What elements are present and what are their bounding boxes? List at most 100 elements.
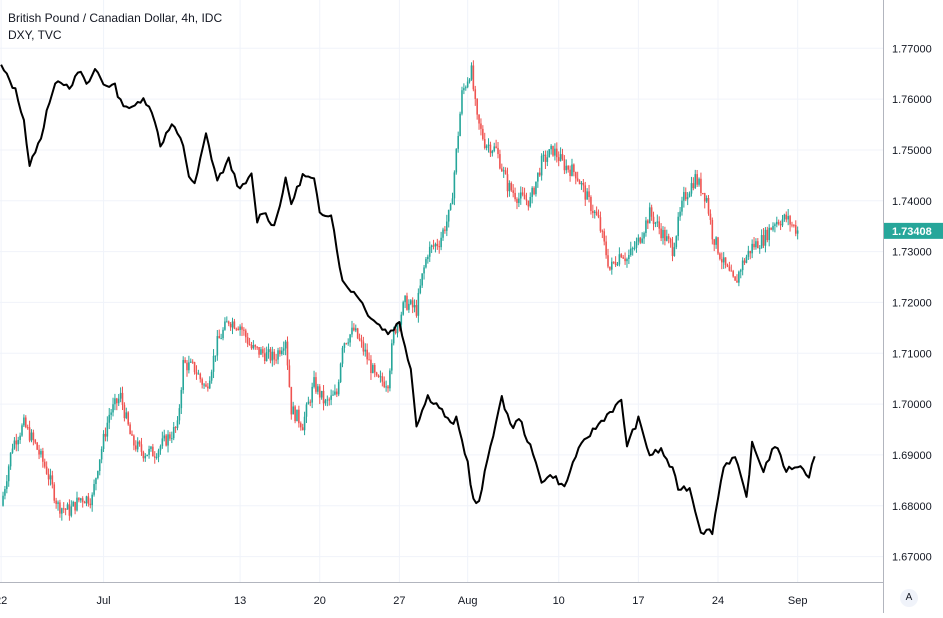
candle-body xyxy=(345,343,348,345)
x-tick-label: Sep xyxy=(788,595,808,607)
candle-body xyxy=(705,197,708,202)
candle-body xyxy=(726,264,729,267)
candle-body xyxy=(631,248,634,250)
candle-body xyxy=(470,65,473,80)
candle-body xyxy=(97,471,99,479)
candle-body xyxy=(755,241,757,248)
candle-body xyxy=(715,237,717,245)
candle-body xyxy=(53,484,56,501)
candle-body xyxy=(13,440,16,449)
candle-body xyxy=(98,459,101,472)
candle-body xyxy=(356,328,359,339)
candle-body xyxy=(28,427,31,441)
candle-body xyxy=(449,204,452,210)
x-tick-label: 20 xyxy=(314,595,326,607)
candle-body xyxy=(38,449,40,455)
candle-body xyxy=(313,377,315,387)
candle-body xyxy=(358,338,361,340)
candle-body xyxy=(711,219,714,240)
candle-body xyxy=(681,200,683,212)
candle-body xyxy=(36,442,38,450)
candle-body xyxy=(423,267,425,274)
candle-body xyxy=(719,253,721,260)
candle-body xyxy=(775,221,778,225)
candle-body xyxy=(243,329,245,331)
candle-body xyxy=(645,220,647,234)
candle-body xyxy=(263,353,266,361)
candle-body xyxy=(789,216,791,225)
candle-body xyxy=(24,417,27,428)
candle-body xyxy=(557,157,560,161)
candle-body xyxy=(61,508,63,514)
candle-body xyxy=(461,90,463,114)
candle-body xyxy=(796,230,799,234)
candle-body xyxy=(186,362,188,371)
candle-body xyxy=(664,229,666,241)
candle-body xyxy=(690,183,693,194)
candle-body xyxy=(241,326,243,330)
candle-body xyxy=(635,241,638,248)
candle-body xyxy=(134,445,137,450)
candle-body xyxy=(362,341,365,352)
candle-body xyxy=(368,359,370,361)
candle-body xyxy=(497,147,499,155)
candle-body xyxy=(679,211,681,217)
candle-body xyxy=(599,217,602,231)
candle-body xyxy=(193,362,196,373)
candle-body xyxy=(95,478,97,485)
candle-body xyxy=(222,329,224,339)
candle-body xyxy=(9,452,12,467)
candle-body xyxy=(658,221,661,229)
candle-body xyxy=(493,146,496,151)
candle-body xyxy=(739,270,742,272)
candle-body xyxy=(201,379,203,385)
candle-body xyxy=(751,243,753,254)
candle-body xyxy=(188,362,190,371)
candle-body xyxy=(203,384,205,386)
candle-body xyxy=(136,441,139,450)
candle-body xyxy=(26,427,29,429)
candle-body xyxy=(629,248,632,255)
candle-body xyxy=(248,344,251,346)
candle-body xyxy=(628,254,630,260)
candle-body xyxy=(482,128,484,140)
candle-body xyxy=(224,321,226,330)
candle-body xyxy=(150,446,152,449)
candle-body xyxy=(785,214,788,220)
candle-body xyxy=(406,295,408,310)
candle-body xyxy=(527,200,530,207)
candle-body xyxy=(157,450,160,457)
candle-body xyxy=(487,144,490,146)
candle-body xyxy=(504,170,507,175)
candle-body xyxy=(207,386,209,389)
candle-body xyxy=(760,235,763,249)
x-tick-label: 10 xyxy=(553,595,565,607)
auto-scale-button[interactable]: A xyxy=(900,589,918,607)
candle-body xyxy=(466,81,469,88)
candle-body xyxy=(531,187,533,197)
candle-body xyxy=(212,355,215,372)
candle-body xyxy=(633,247,636,249)
candle-body xyxy=(770,227,772,230)
grid xyxy=(0,0,883,582)
candle-body xyxy=(510,183,513,191)
candle-body xyxy=(491,150,494,154)
candle-body xyxy=(762,235,765,246)
candle-body xyxy=(385,386,387,388)
candle-body xyxy=(611,261,613,270)
candle-body xyxy=(574,172,577,179)
candle-body xyxy=(184,359,186,363)
candle-body xyxy=(569,169,571,176)
candle-body xyxy=(364,349,367,352)
candle-body xyxy=(4,489,6,496)
candle-body xyxy=(180,389,183,409)
candle-body xyxy=(353,327,355,331)
candle-body xyxy=(226,321,228,323)
candle-body xyxy=(296,409,298,422)
candle-body xyxy=(753,243,755,248)
candle-body xyxy=(552,145,554,156)
candle-body xyxy=(573,164,575,173)
